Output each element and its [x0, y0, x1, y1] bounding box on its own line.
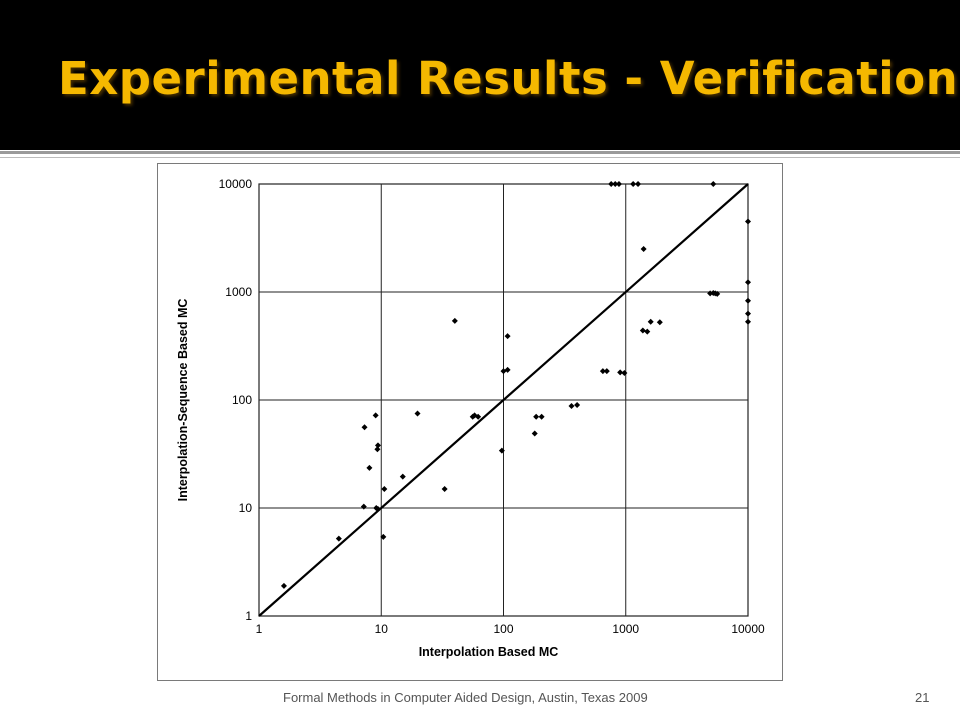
x-tick-label: 1000 [612, 622, 639, 636]
diagonal-reference-line [258, 183, 749, 617]
data-point [361, 424, 368, 431]
title-bar [0, 0, 960, 150]
data-point [745, 218, 751, 225]
y-tick-label: 10 [239, 501, 253, 515]
data-point [280, 582, 287, 589]
data-point [615, 181, 622, 187]
x-tick-label: 100 [493, 622, 513, 636]
y-tick-label: 100 [232, 393, 252, 407]
data-point [647, 318, 654, 325]
x-tick-label: 10 [375, 622, 389, 636]
x-axis-label: Interpolation Based MC [419, 645, 559, 659]
data-point [380, 533, 387, 540]
data-point [568, 402, 575, 409]
data-point [504, 333, 511, 340]
slide-title: Experimental Results - Verification [58, 52, 959, 105]
data-point [656, 319, 663, 326]
data-point [531, 430, 538, 437]
data-point [374, 446, 381, 453]
data-point [504, 366, 511, 373]
data-point [381, 485, 388, 492]
data-point [538, 413, 545, 420]
y-tick-label: 10000 [219, 177, 253, 191]
x-tick-label: 10000 [731, 622, 765, 636]
data-point [640, 246, 647, 253]
data-point [441, 485, 448, 492]
x-tick-label: 1 [256, 622, 263, 636]
data-point [714, 290, 721, 297]
title-divider-thin [0, 157, 960, 158]
data-point [745, 279, 751, 286]
data-point [639, 327, 646, 334]
y-axis-label: Interpolation-Sequence Based MC [176, 299, 190, 502]
y-tick-label: 1 [245, 609, 252, 623]
data-point [621, 369, 628, 376]
data-point [399, 473, 406, 480]
data-point [612, 181, 619, 187]
title-divider-thick [0, 151, 960, 154]
data-point [599, 368, 606, 375]
data-point [366, 464, 373, 471]
data-point [745, 318, 751, 325]
data-point [374, 505, 381, 512]
data-point [745, 310, 751, 317]
plot-area-border [258, 183, 749, 617]
data-point [475, 413, 482, 420]
data-point [498, 447, 505, 454]
data-point [745, 297, 751, 304]
data-point [617, 369, 624, 376]
data-point [451, 317, 458, 324]
chart-frame [157, 163, 783, 681]
data-point [414, 410, 421, 417]
data-point [644, 328, 651, 335]
data-point [710, 181, 717, 187]
data-point [335, 535, 342, 542]
data-point [574, 401, 581, 408]
data-point [608, 181, 615, 187]
page-number: 21 [915, 690, 930, 705]
data-point [635, 181, 642, 187]
data-point [603, 368, 610, 375]
data-point [372, 412, 379, 419]
data-point [374, 442, 381, 449]
data-point [630, 181, 637, 187]
data-point [533, 413, 540, 420]
data-point [360, 503, 367, 510]
slide-footer: Formal Methods in Computer Aided Design,… [283, 690, 648, 705]
y-tick-label: 1000 [225, 285, 252, 299]
